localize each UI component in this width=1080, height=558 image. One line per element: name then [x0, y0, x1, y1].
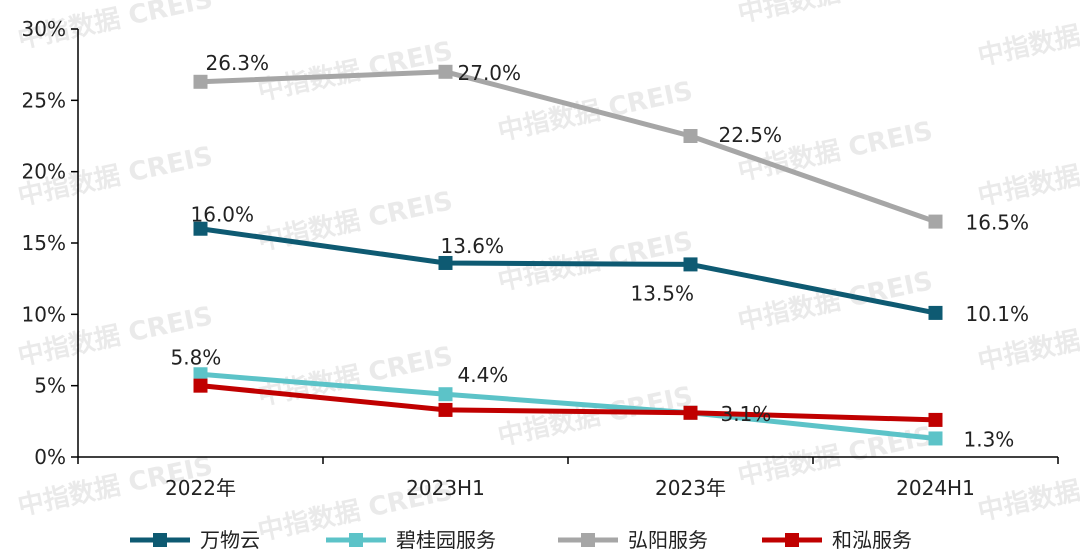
watermark-text: 中指数据 CREIS: [975, 141, 1080, 212]
data-point: [928, 214, 943, 229]
watermark-text: 中指数据 CREIS: [255, 186, 455, 257]
watermark-text: 中指数据 CREIS: [975, 1, 1080, 72]
legend-marker: [153, 533, 167, 547]
series-line: [200, 371, 936, 441]
y-tick-label: 20%: [22, 160, 66, 184]
data-label: 27.0%: [458, 61, 522, 85]
data-label: 1.3%: [964, 427, 1015, 451]
data-label: 22.5%: [719, 123, 783, 147]
watermark-text: 中指数据 CREIS: [975, 456, 1080, 527]
series-layer: [193, 64, 943, 446]
y-tick-label: 25%: [22, 88, 66, 112]
y-tick-label: 30%: [22, 17, 66, 41]
data-point: [193, 221, 208, 236]
data-label: 5.8%: [171, 345, 222, 369]
data-label: 3.1%: [721, 402, 772, 426]
x-tick-label: 2024H1: [896, 476, 975, 500]
watermark-layer: 中指数据 CREIS 中指数据 CREIS 中指数据 CREIS 中指数据 CREIS…: [15, 0, 1080, 547]
y-tick-label: 10%: [22, 302, 66, 326]
data-label: 16.5%: [966, 211, 1030, 235]
data-label: 13.6%: [441, 234, 505, 258]
data-point: [193, 378, 208, 393]
data-point: [683, 129, 698, 143]
y-tick-label: 15%: [22, 231, 66, 255]
legend-label: 碧桂园服务: [396, 528, 496, 552]
legend-label: 万物云: [200, 528, 260, 552]
data-point: [683, 405, 698, 420]
series-line: [200, 69, 937, 224]
data-point: [438, 64, 453, 79]
data-point: [193, 367, 208, 382]
y-tick-label: 0%: [34, 445, 66, 469]
legend-label: 和泓服务: [832, 528, 912, 552]
series-line: [200, 226, 936, 316]
data-point: [438, 387, 453, 402]
legend-marker: [785, 533, 799, 547]
data-point: [928, 431, 943, 446]
watermark-text: 中指数据 CREIS: [495, 381, 695, 452]
y-tick-label: 5%: [34, 374, 66, 398]
legend: 万物云 碧桂园服务 弘阳服务 和泓服务: [130, 528, 912, 552]
data-label: 13.5%: [631, 281, 695, 305]
legend-label: 弘阳服务: [628, 528, 708, 552]
series-line: [200, 383, 936, 423]
data-labels: 16.0% 13.6% 13.5% 10.1% 5.8% 4.4% 3.1% 1.3% 26.3…: [171, 51, 1030, 452]
watermark-text: 中指数据 CREIS: [735, 0, 935, 29]
x-tick-label: 2023H1: [406, 476, 485, 500]
x-tick-label: 2023年: [655, 476, 726, 500]
data-label: 4.4%: [458, 363, 509, 387]
legend-marker: [581, 533, 595, 547]
x-tick-label: 2022年: [165, 476, 236, 500]
data-label: 10.1%: [966, 302, 1030, 326]
data-point: [193, 74, 208, 89]
data-label: 26.3%: [206, 51, 270, 75]
data-point: [928, 305, 943, 320]
axes: 0% 5% 10% 15% 20% 25% 30% 2022年 2023H1 2023年 2024H…: [22, 17, 1059, 500]
data-point: [438, 402, 453, 417]
data-point: [438, 255, 453, 270]
data-point: [928, 412, 943, 427]
data-label: 16.0%: [191, 203, 255, 227]
data-point: [683, 257, 698, 272]
legend-marker: [349, 533, 363, 547]
